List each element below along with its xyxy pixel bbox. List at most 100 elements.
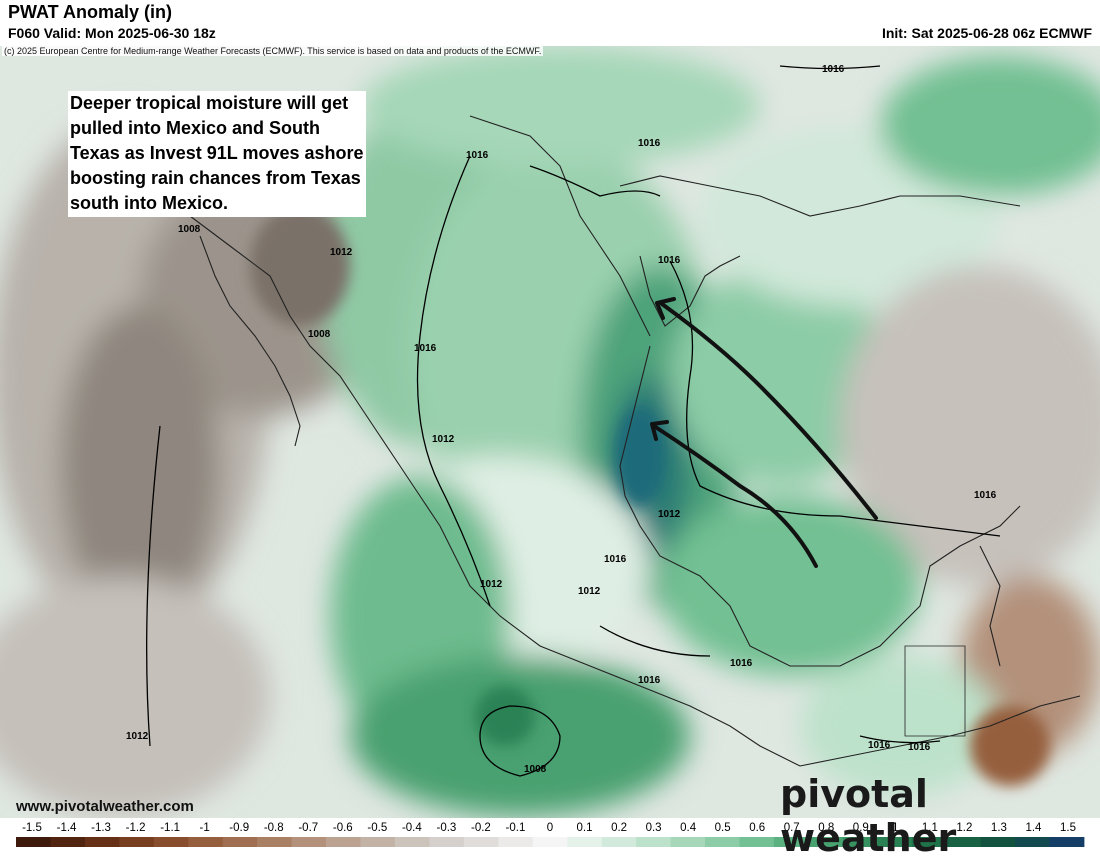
- copyright-notice: (c) 2025 European Centre for Medium-rang…: [2, 46, 544, 56]
- coastlines-and-borders: [189, 115, 1081, 767]
- colorbar-tick-label: -0.1: [506, 822, 526, 834]
- contour-label: 1016: [868, 740, 891, 751]
- colorbar-tick-label: -0.7: [298, 822, 318, 834]
- colorbar-swatch: [550, 837, 568, 847]
- colorbar-tick-label: 1.2: [956, 822, 972, 834]
- colorbar-swatch: [825, 837, 844, 847]
- colorbar-tick-label: -1.1: [160, 822, 180, 834]
- contour-label: 1016: [974, 490, 997, 501]
- contour-label: 1016: [822, 64, 845, 75]
- colorbar-tick-label: 1.4: [1025, 822, 1042, 834]
- contour-label: 1016: [730, 658, 753, 669]
- arrow-lower-head: [650, 420, 669, 441]
- colorbar-tick-label: -0.3: [436, 822, 456, 834]
- colorbar-swatch: [532, 837, 551, 847]
- init-time: Init: Sat 2025-06-28 06z ECMWF: [881, 25, 1092, 41]
- contour-label: 1012: [480, 579, 503, 590]
- map-title: PWAT Anomaly (in): [8, 2, 172, 22]
- valid-time: F060 Valid: Mon 2025-06-30 18z: [8, 25, 216, 41]
- colorbar-tick-label: 0.6: [749, 822, 765, 834]
- colorbar-swatch: [446, 837, 465, 847]
- colorbar-swatch: [84, 837, 103, 847]
- colorbar-swatch: [377, 837, 396, 847]
- colorbar-swatch: [119, 837, 137, 847]
- colorbar-tick-label: 0.3: [646, 822, 662, 834]
- colorbar-tick-label: -1.5: [22, 822, 42, 834]
- colorbar-tick-label: 0: [547, 822, 553, 834]
- map-header: PWAT Anomaly (in) F060 Valid: Mon 2025-0…: [0, 0, 1100, 46]
- colorbar-swatch: [360, 837, 379, 847]
- colorbar-swatch: [102, 837, 120, 847]
- colorbar-tick-label: 0.4: [680, 822, 697, 834]
- colorbar-swatch: [274, 837, 293, 847]
- colorbar-tick-label: 1.1: [922, 822, 938, 834]
- contour-label: 1016: [466, 150, 489, 161]
- arrow-upper: [660, 302, 878, 520]
- colorbar-tick-label: 0.5: [715, 822, 731, 834]
- contour-label: 1016: [604, 554, 627, 565]
- colorbar-swatch: [1015, 837, 1033, 847]
- colorbar-swatch: [67, 837, 86, 847]
- colorbar-swatch: [980, 837, 999, 847]
- colorbar-swatch: [911, 837, 930, 847]
- colorbar-swatch: [618, 837, 637, 847]
- colorbar-swatch: [171, 837, 189, 847]
- colorbar-swatch: [963, 837, 982, 847]
- colorbar-swatch: [394, 837, 413, 847]
- colorbar-tick-label: 0.7: [784, 822, 800, 834]
- colorbar-swatch: [791, 837, 809, 847]
- colorbar-swatch: [894, 837, 913, 847]
- colorbar-swatch: [808, 837, 827, 847]
- colorbar-tick-label: 1.5: [1060, 822, 1076, 834]
- colorbar-tick-label: -1.4: [57, 822, 77, 834]
- arrow-lower: [652, 424, 818, 568]
- colorbar-swatch: [756, 837, 775, 847]
- colorbar-tick-label: 0.1: [577, 822, 593, 834]
- brand-logo: pivotal weather: [780, 772, 957, 860]
- colorbar-tick-label: -0.8: [264, 822, 284, 834]
- colorbar-tick-labels: -1.5 -1.4 -1.3 -1.2 -1.1 -1 -0.9 -0.8 -0.7 -0.6 -0…: [22, 822, 1076, 834]
- colorbar-swatch: [860, 837, 878, 847]
- colorbar: -1.5 -1.4 -1.3 -1.2 -1.1 -1 -0.9 -0.8 -0.7 -0.6 -0…: [0, 818, 1100, 850]
- colorbar-swatch: [946, 837, 964, 847]
- contour-label: 1012: [432, 434, 455, 445]
- colorbar-swatches: [16, 837, 1085, 847]
- colorbar-tick-label: -1: [200, 822, 210, 834]
- colorbar-swatch: [877, 837, 895, 847]
- contour-label: 1016: [638, 675, 661, 686]
- colorbar-swatch: [308, 837, 327, 847]
- colorbar-swatch: [188, 837, 206, 847]
- contour-labels: 1016 1016 1016 1016 1008 1012 1008 1016 …: [126, 64, 997, 775]
- colorbar-swatch: [1032, 837, 1050, 847]
- contour-label: 1012: [658, 509, 681, 520]
- colorbar-tick-label: 1: [892, 822, 898, 834]
- colorbar-swatch: [481, 837, 499, 847]
- colorbar-swatch: [653, 837, 671, 847]
- isobars: [146, 65, 1001, 777]
- colorbar-swatch: [291, 837, 310, 847]
- contour-label: 1016: [658, 255, 681, 266]
- colorbar-swatch: [343, 837, 361, 847]
- colorbar-swatch: [50, 837, 69, 847]
- site-url[interactable]: www.pivotalweather.com: [16, 798, 194, 815]
- colorbar-swatch: [326, 837, 344, 847]
- colorbar-swatch: [463, 837, 482, 847]
- colorbar-swatch: [205, 837, 224, 847]
- colorbar-swatch: [1049, 837, 1068, 847]
- colorbar-swatch: [412, 837, 430, 847]
- colorbar-swatch: [1066, 837, 1085, 847]
- contour-label: 1016: [908, 742, 931, 753]
- colorbar-tick-label: -0.2: [471, 822, 491, 834]
- colorbar-swatch: [239, 837, 258, 847]
- colorbar-swatch: [997, 837, 1016, 847]
- colorbar-tick-label: -1.3: [91, 822, 111, 834]
- colorbar-swatch: [670, 837, 689, 847]
- colorbar-tick-label: 0.2: [611, 822, 627, 834]
- colorbar-tick-label: -1.2: [126, 822, 146, 834]
- colorbar-swatch: [33, 837, 51, 847]
- colorbar-tick-label: -0.4: [402, 822, 422, 834]
- colorbar-swatch: [773, 837, 792, 847]
- contour-label: 1008: [308, 329, 331, 340]
- colorbar-swatch: [153, 837, 172, 847]
- contour-label: 1012: [126, 731, 149, 742]
